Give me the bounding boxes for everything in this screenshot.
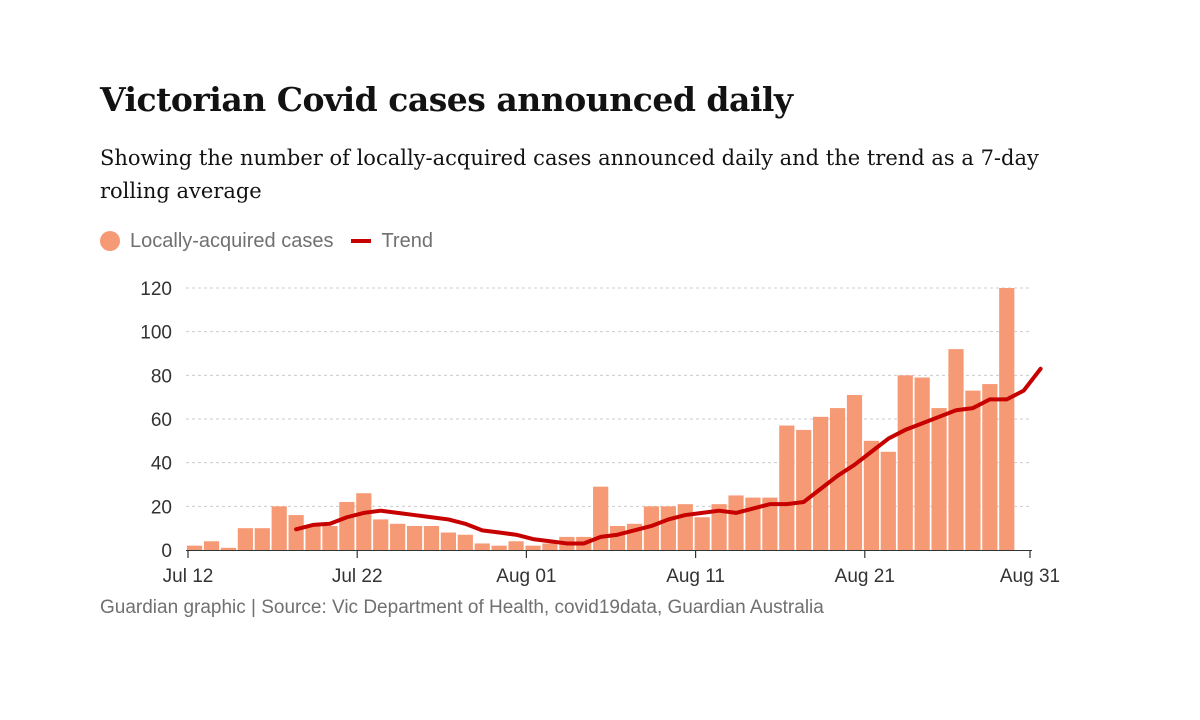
case-bar [677,504,693,550]
case-bar [322,525,338,550]
case-bar [203,541,220,550]
case-bar [491,545,507,550]
trend-line [294,366,1043,546]
bar-series [187,288,1015,550]
case-bar [728,495,744,550]
case-bar [863,440,879,550]
case-bar [982,384,998,550]
case-bar [288,515,304,550]
case-bar [796,429,812,550]
case-bar [660,506,676,550]
case-bar [440,532,456,550]
case-bar [305,525,321,550]
case-bar [779,425,795,550]
y-axis: 0 20 40 60 80 100 120 [140,279,172,562]
case-bar [914,377,930,550]
x-tick-label: Aug 01 [496,566,556,587]
case-bar [542,543,558,550]
case-bar [593,486,609,550]
case-bar [829,408,846,550]
case-bar [406,525,423,550]
case-bar [610,525,626,550]
case-bar [813,416,829,550]
case-bar [373,519,389,550]
case-bar [457,534,473,550]
case-bar [508,541,524,550]
case-bar [474,543,490,550]
case-bar [897,375,913,550]
legend: Locally-acquired cases Trend [100,228,433,254]
case-bar [525,545,541,550]
chart-subtitle: Showing the number of locally-acquired c… [100,146,1039,203]
y-tick-label: 40 [151,454,172,475]
case-bar [948,349,964,550]
legend-cases-label: Locally-acquired cases [130,229,334,252]
case-bar [339,501,355,550]
x-tick-label: Aug 21 [835,566,895,587]
x-tick-label: Aug 31 [1000,566,1060,587]
case-bar [931,408,947,550]
case-bar [694,517,710,550]
case-bar [356,493,372,550]
case-bar [187,545,203,550]
y-tick-label: 80 [151,366,172,387]
case-bar [643,506,660,550]
case-bar [237,528,253,550]
y-tick-label: 20 [151,497,172,518]
case-bar [762,497,778,550]
case-bar [711,504,727,550]
source-note: Guardian graphic | Source: Vic Departmen… [100,597,824,618]
case-bar [220,547,237,550]
x-axis: Jul 12 Jul 22 Aug 01 Aug 11 Aug 21 Aug 31 [163,550,1060,587]
y-tick-label: 100 [140,323,172,344]
x-tick-label: Aug 11 [666,566,725,587]
y-tick-label: 0 [161,541,172,562]
case-bar [423,525,440,550]
legend-trend-swatch-icon [351,239,372,243]
chart-title: Victorian Covid cases announced daily [100,80,793,119]
x-tick-label: Jul 12 [163,566,214,587]
y-tick-label: 120 [140,279,172,300]
case-bar [965,390,981,550]
legend-trend-label: Trend [381,229,433,252]
y-tick-label: 60 [151,410,172,431]
case-bar [846,394,863,550]
case-bar [390,523,406,550]
case-bar [271,506,287,550]
case-bar [999,288,1015,550]
case-bar [880,451,896,550]
trend-series [294,366,1043,546]
case-bar [254,528,270,550]
x-tick-label: Jul 22 [332,566,383,587]
legend-cases-swatch-icon [100,231,120,251]
